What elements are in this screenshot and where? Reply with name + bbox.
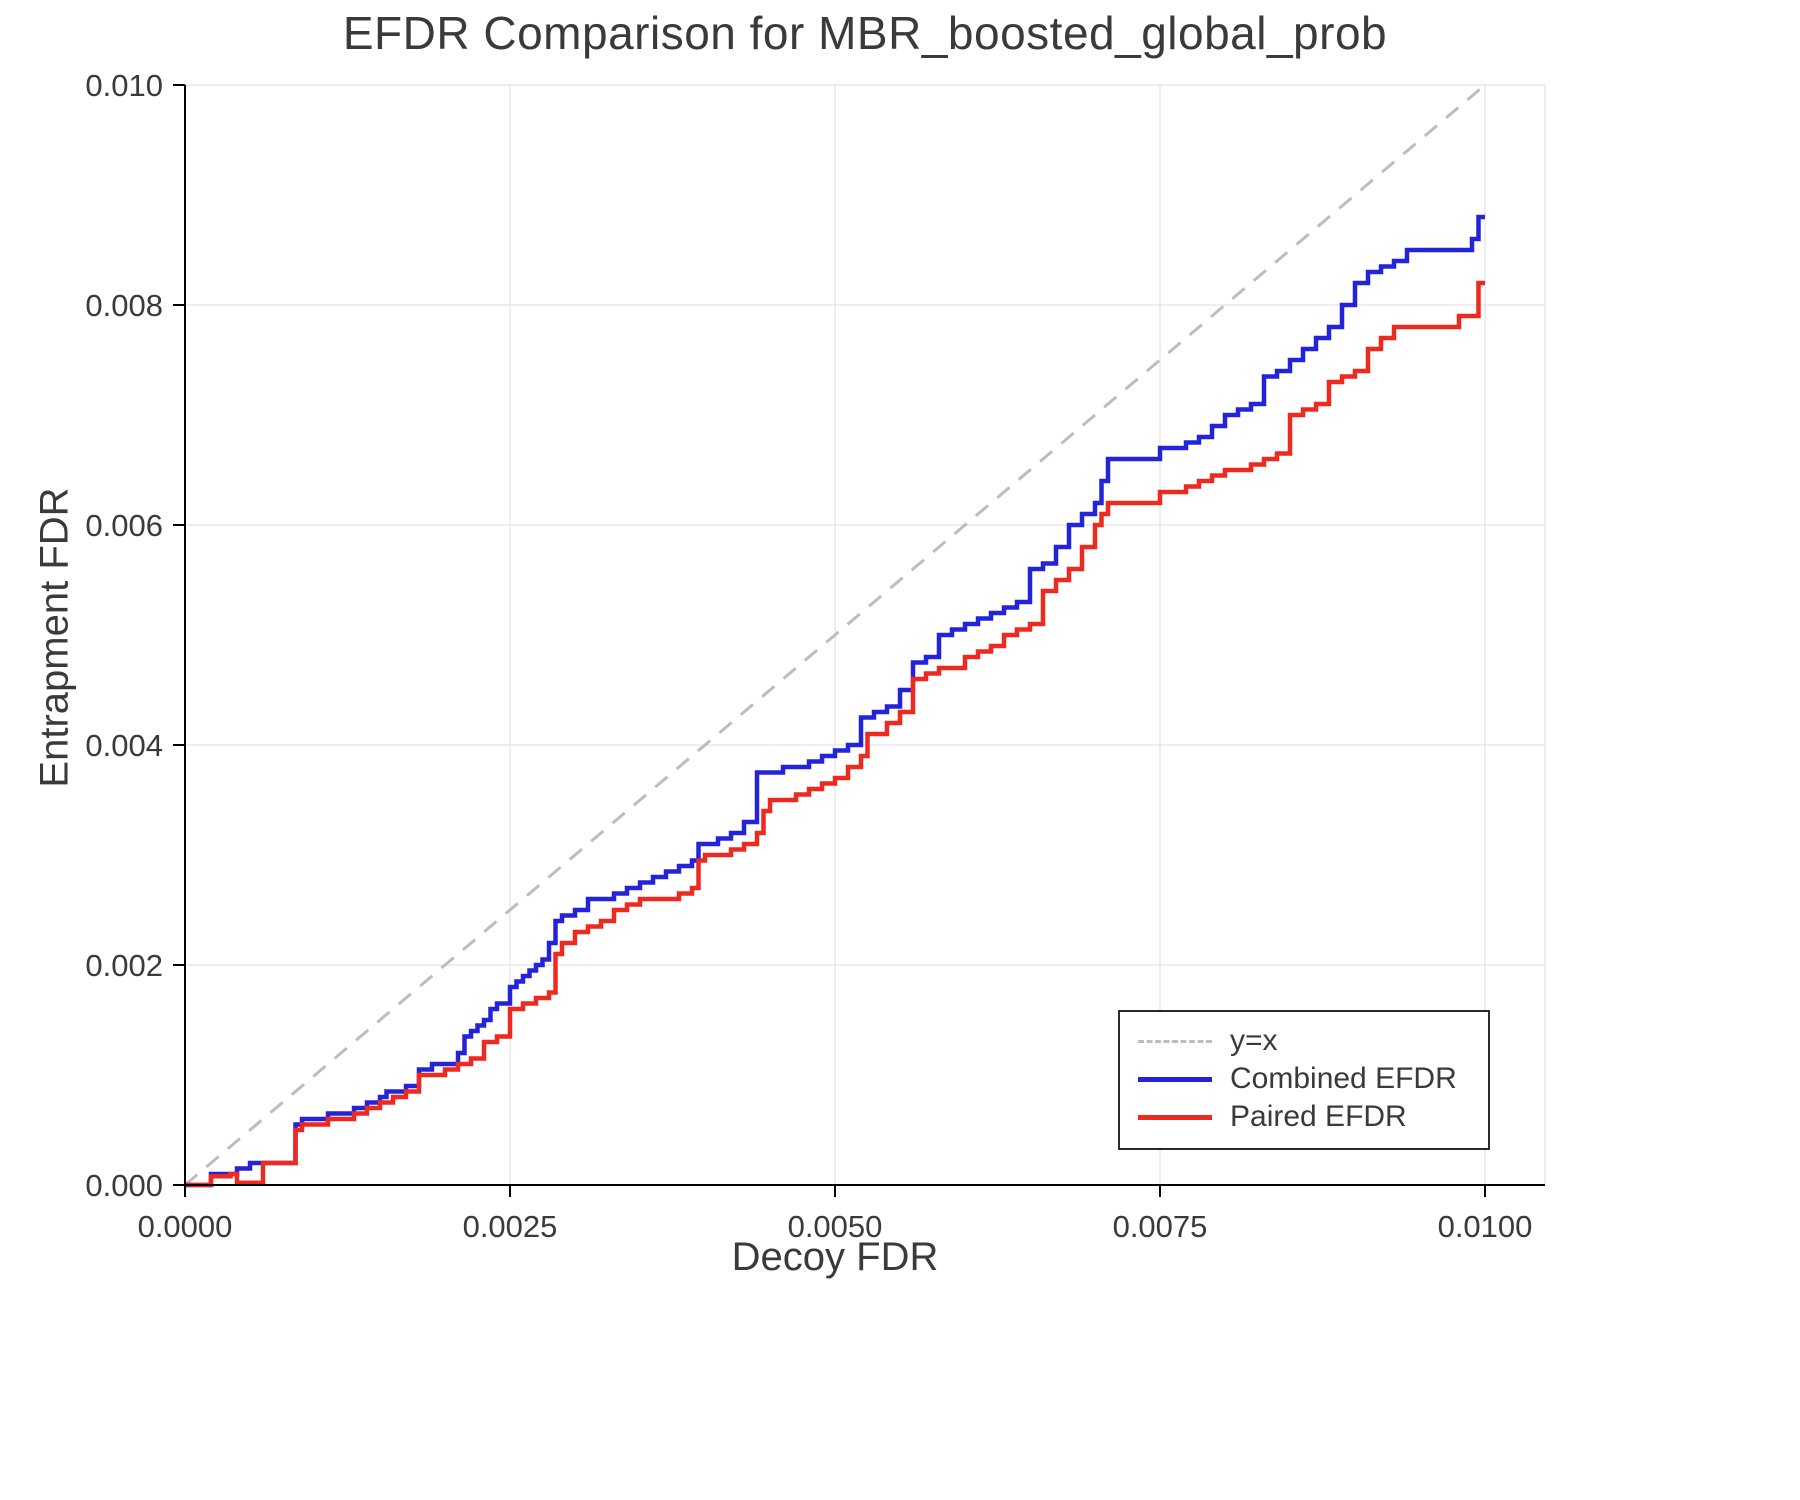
y-tick-label: 0.000	[85, 1168, 163, 1203]
blue-line-sample	[1138, 1076, 1212, 1082]
series-line-1	[185, 280, 1485, 1188]
x-tick-label: 0.0075	[1113, 1209, 1208, 1244]
x-tick-label: 0.0000	[138, 1209, 233, 1244]
legend: y=x Combined EFDR Paired EFDR	[1118, 1010, 1490, 1150]
legend-label-combined: Combined EFDR	[1230, 1062, 1457, 1095]
y-tick-label: 0.008	[85, 288, 163, 323]
y-axis-label: Entrapment FDR	[32, 487, 77, 788]
x-tick-label: 0.0050	[788, 1209, 883, 1244]
x-tick-label: 0.0025	[463, 1209, 558, 1244]
red-line-sample	[1138, 1114, 1212, 1120]
y-tick-label: 0.006	[85, 508, 163, 543]
y-tick-label: 0.004	[85, 728, 163, 763]
legend-label-reference: y=x	[1230, 1024, 1278, 1057]
chart-title: EFDR Comparison for MBR_boosted_global_p…	[342, 7, 1388, 59]
legend-entry-paired: Paired EFDR	[1138, 1098, 1470, 1136]
series-line-0	[185, 214, 1485, 1188]
reference-line-y-equals-x	[184, 83, 1486, 1187]
y-tick-label: 0.010	[85, 68, 163, 103]
y-tick-label: 0.002	[85, 948, 163, 983]
legend-entry-combined: Combined EFDR	[1138, 1060, 1470, 1098]
x-tick-label: 0.0100	[1438, 1209, 1533, 1244]
dashed-line-sample	[1138, 1039, 1212, 1043]
legend-entry-reference: y=x	[1138, 1022, 1470, 1060]
x-axis-label: Decoy FDR	[731, 1235, 939, 1279]
legend-label-paired: Paired EFDR	[1230, 1100, 1407, 1133]
